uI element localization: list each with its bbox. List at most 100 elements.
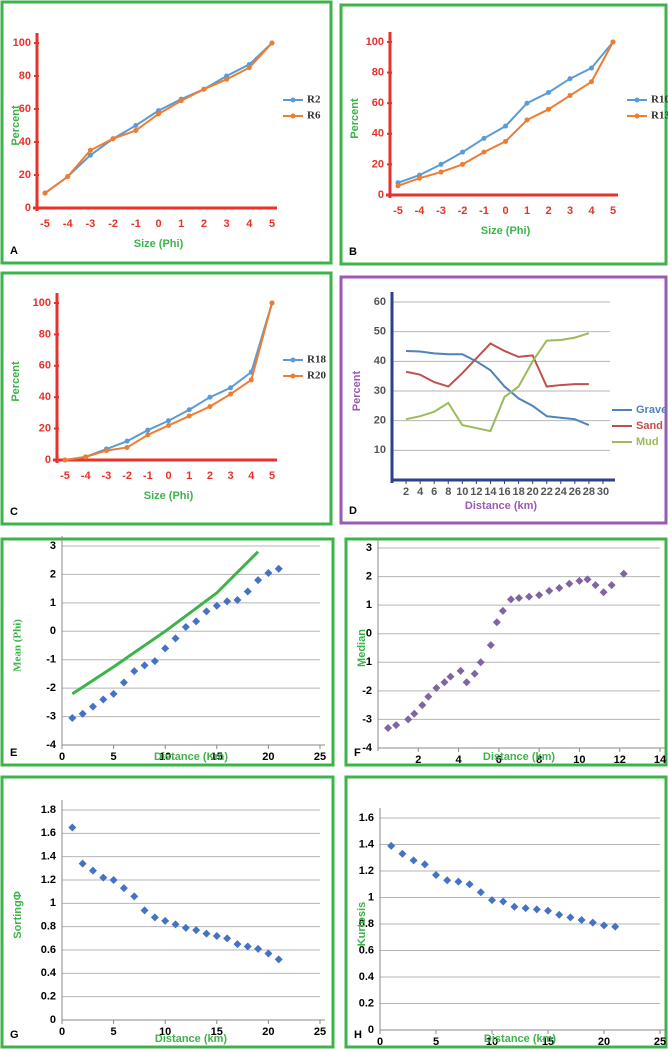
x-tick-label: -5 xyxy=(60,470,70,482)
legend-marker xyxy=(290,373,296,379)
point xyxy=(510,902,519,911)
y-tick-label: 60 xyxy=(374,296,386,308)
legend-label: R2 xyxy=(307,94,321,106)
x-tick-label: -2 xyxy=(458,205,468,217)
point xyxy=(228,385,234,391)
point xyxy=(476,658,485,667)
point xyxy=(223,934,232,943)
x-axis-title: Distance (km) xyxy=(484,1033,556,1045)
y-tick-label: 80 xyxy=(372,67,384,79)
point xyxy=(607,581,616,590)
y-tick-label: 10 xyxy=(374,444,386,456)
legend-label: R20 xyxy=(307,370,326,382)
y-tick-label: 80 xyxy=(39,328,51,340)
point xyxy=(68,713,77,722)
y-tick-label: 0.2 xyxy=(41,991,56,1003)
point xyxy=(233,940,242,949)
y-tick-label: -3 xyxy=(362,713,372,725)
panel-frame xyxy=(0,537,335,767)
point xyxy=(133,127,139,133)
point xyxy=(392,721,401,730)
point xyxy=(181,623,190,632)
x-tick-label: 10 xyxy=(573,754,585,766)
point xyxy=(124,438,130,444)
y-tick-label: -1 xyxy=(362,656,372,668)
y-tick-label: 1.4 xyxy=(359,838,375,850)
x-tick-label: 0 xyxy=(59,751,65,763)
x-tick-label: 0 xyxy=(59,1026,65,1038)
point xyxy=(109,689,118,698)
y-tick-label: 3 xyxy=(50,540,56,552)
y-tick-label: 0 xyxy=(50,625,56,637)
point xyxy=(207,394,213,400)
legend-label: Gravel xyxy=(636,404,668,416)
y-tick-label: 1 xyxy=(368,891,374,903)
series-line xyxy=(406,349,590,427)
point xyxy=(591,581,600,590)
point xyxy=(589,79,594,85)
x-tick-label: 2 xyxy=(403,486,409,498)
x-tick-label: 1 xyxy=(178,218,184,230)
x-tick-label: 20 xyxy=(598,1036,610,1048)
point xyxy=(224,76,230,82)
legend-marker xyxy=(290,357,296,363)
x-tick-label: 0 xyxy=(155,218,161,230)
point xyxy=(599,588,608,597)
x-tick-label: 4 xyxy=(417,486,424,498)
point xyxy=(544,906,552,915)
x-tick-label: 6 xyxy=(496,754,502,766)
x-tick-label: 24 xyxy=(555,486,568,498)
point xyxy=(506,595,515,604)
point xyxy=(145,432,151,438)
point xyxy=(166,422,171,428)
y-tick-label: 1.2 xyxy=(359,865,374,877)
point xyxy=(583,575,592,584)
series-line xyxy=(405,342,589,388)
point xyxy=(87,147,93,153)
x-tick-label: 0 xyxy=(165,470,171,482)
point xyxy=(409,856,418,865)
panel-frame xyxy=(339,275,668,525)
point xyxy=(186,413,192,419)
y-axis-title: Mean (Phi) xyxy=(12,619,24,672)
x-tick-label: 10 xyxy=(486,1036,498,1048)
x-tick-label: 26 xyxy=(569,486,581,498)
legend-label: R13 xyxy=(651,110,668,122)
point xyxy=(566,913,575,922)
point xyxy=(192,926,201,935)
point xyxy=(532,905,541,914)
x-tick-label: 25 xyxy=(314,751,326,763)
y-tick-label: 1.6 xyxy=(359,812,374,824)
point xyxy=(567,93,573,99)
point xyxy=(68,823,77,832)
x-tick-label: 5 xyxy=(433,1036,439,1048)
point xyxy=(462,678,471,687)
panel-letter: F xyxy=(354,747,361,759)
point xyxy=(186,407,192,413)
x-tick-label: 2 xyxy=(415,754,421,766)
y-tick-label: 0 xyxy=(368,1024,374,1036)
point xyxy=(254,944,263,953)
y-tick-label: -4 xyxy=(362,742,373,754)
y-tick-label: 1 xyxy=(366,599,372,611)
point xyxy=(524,100,530,106)
point xyxy=(398,849,407,858)
y-tick-label: 100 xyxy=(13,37,31,49)
y-tick-label: 60 xyxy=(372,97,384,109)
point xyxy=(130,667,139,676)
y-tick-label: 0 xyxy=(378,189,384,201)
panel-frame xyxy=(0,775,335,1049)
point xyxy=(78,859,87,868)
point xyxy=(465,880,474,889)
point xyxy=(546,106,551,112)
y-tick-label: -4 xyxy=(46,739,57,751)
x-tick-label: -3 xyxy=(102,470,112,482)
y-tick-label: 3 xyxy=(366,542,372,554)
x-tick-label: -4 xyxy=(81,470,92,482)
x-tick-label: 15 xyxy=(211,1026,223,1038)
point xyxy=(610,39,616,45)
x-tick-label: 25 xyxy=(314,1026,326,1038)
point xyxy=(470,669,479,678)
y-tick-label: 20 xyxy=(39,423,51,435)
